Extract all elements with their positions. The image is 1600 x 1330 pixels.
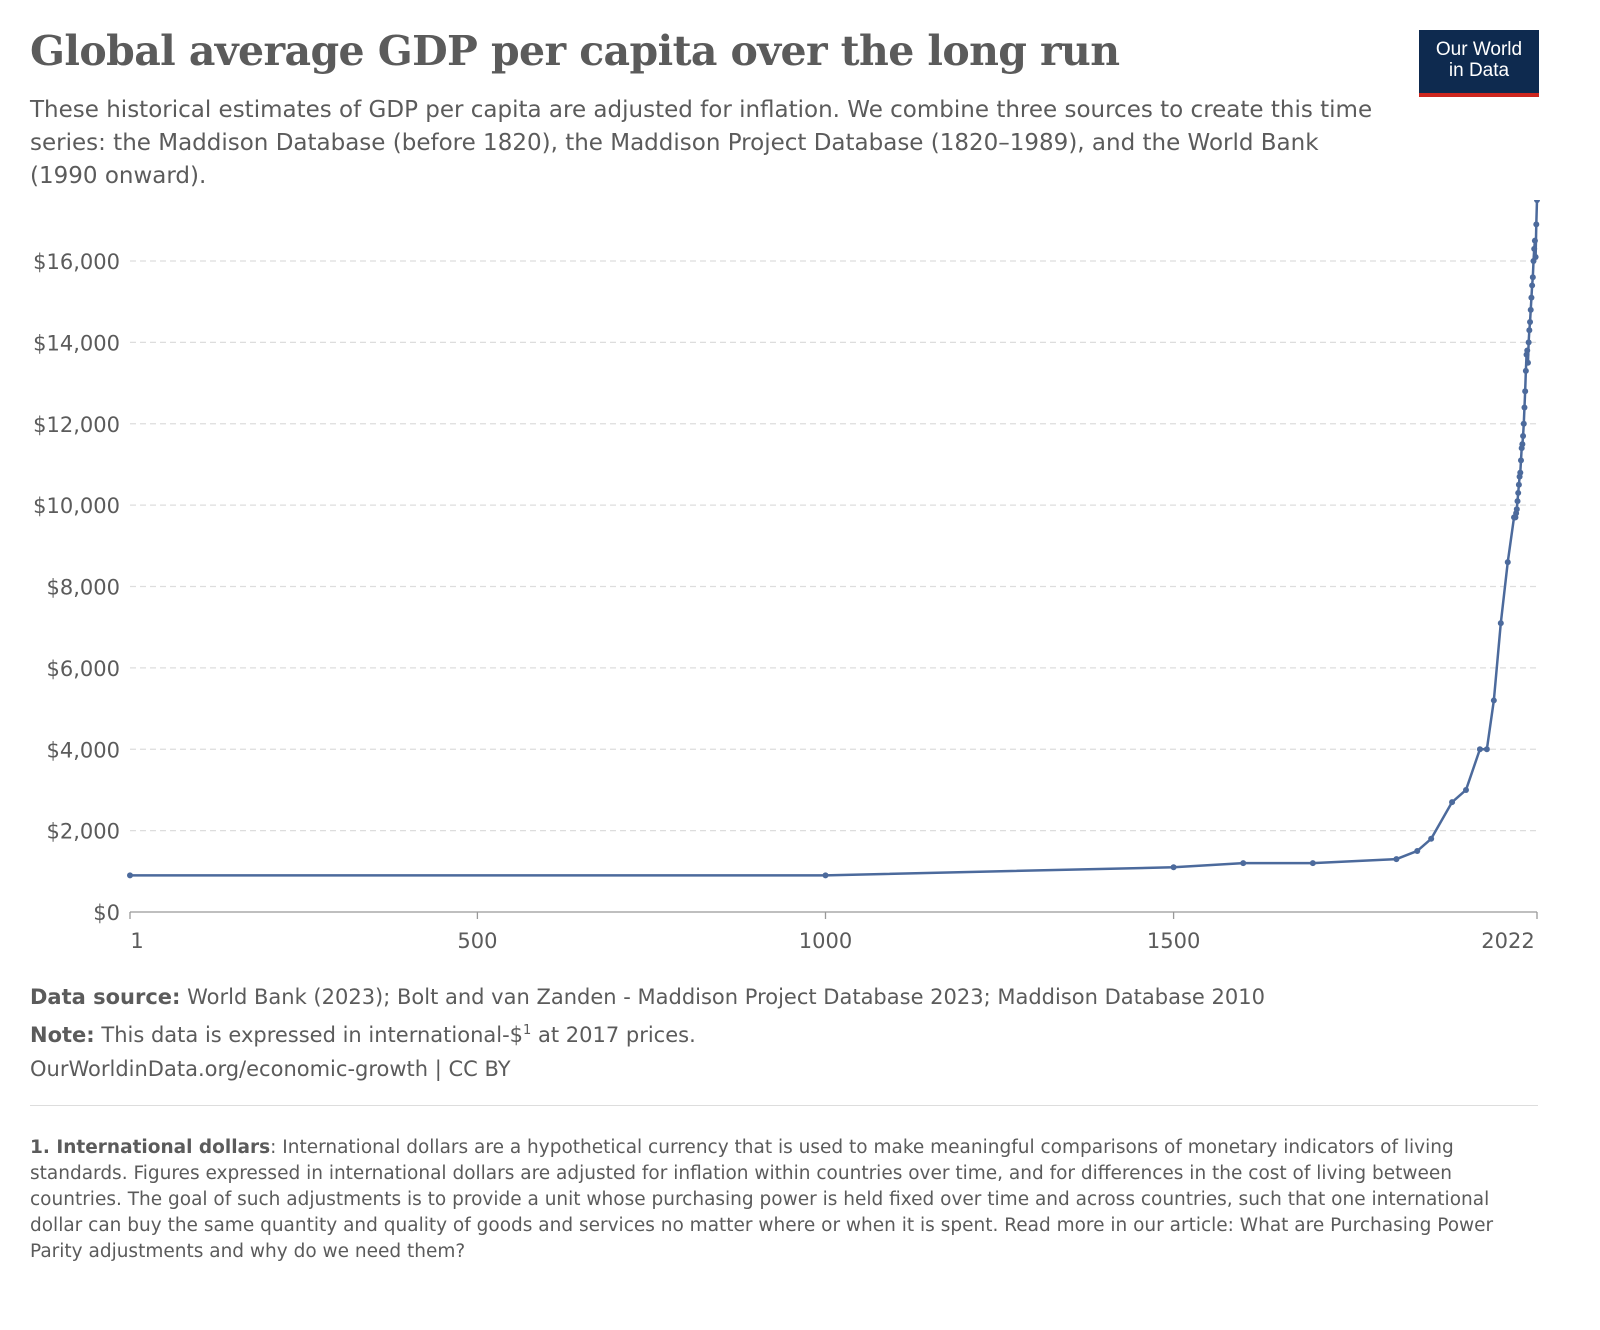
data-point [1522, 367, 1529, 374]
note-label: Note: [30, 1023, 95, 1047]
x-tick-label: 1 [130, 929, 143, 953]
license-text: | CC BY [428, 1057, 511, 1081]
y-tick-label: $8,000 [47, 576, 120, 600]
data-point [1517, 469, 1524, 476]
data-point [1533, 221, 1540, 228]
x-tick-label: 1500 [1147, 929, 1200, 953]
data-point [1393, 856, 1400, 863]
data-point [1428, 835, 1435, 842]
data-point [1531, 237, 1538, 244]
data-point [1522, 388, 1529, 395]
x-tick-label: 2022 [1481, 929, 1534, 953]
footnote-text: : International dollars are a hypothetic… [30, 1137, 1490, 1236]
footnote-article-link[interactable]: What are Purchasing Power Parity adjustm… [30, 1215, 1494, 1262]
data-point [1529, 274, 1536, 281]
y-tick-label: $16,000 [33, 250, 120, 274]
data-point [1240, 860, 1247, 867]
data-point [1513, 506, 1520, 513]
y-tick-label: $14,000 [33, 331, 120, 355]
data-point [1520, 432, 1527, 439]
data-point [1449, 799, 1456, 806]
data-point [1170, 864, 1177, 871]
y-tick-label: $10,000 [33, 494, 120, 518]
data-point [1532, 253, 1539, 260]
data-points [127, 200, 1540, 879]
data-point [1527, 306, 1534, 313]
data-point [1476, 746, 1483, 753]
data-point [1490, 697, 1497, 704]
data-point [1531, 245, 1538, 252]
data-point [1524, 359, 1531, 366]
line-chart: $0 $2,000 $4,000 $6,000 $8,000 $10,000 $12,000… [33, 200, 1540, 953]
data-point [822, 872, 829, 879]
note-line: Note: This data is expressed in internat… [30, 1014, 1530, 1052]
x-axis: 1 500 1000 1500 2022 [129, 911, 1538, 953]
data-source-line: Data source: World Bank (2023); Bolt and… [30, 980, 1530, 1014]
data-point [1521, 404, 1528, 411]
data-point [1520, 420, 1527, 427]
data-point [1527, 319, 1534, 326]
data-source-text: World Bank (2023); Bolt and van Zanden -… [187, 985, 1265, 1009]
data-source-label: Data source: [30, 985, 181, 1009]
data-point [1534, 200, 1540, 203]
data-point [1309, 860, 1316, 867]
y-tick-label: $4,000 [47, 738, 120, 762]
y-tick-label: $2,000 [47, 820, 120, 844]
data-point [1525, 339, 1532, 346]
data-point [127, 872, 133, 879]
y-tick-label: $0 [93, 901, 120, 925]
data-point [1497, 620, 1504, 627]
note-text-before: This data is expressed in international-… [101, 1023, 524, 1047]
chart-footer: Data source: World Bank (2023); Bolt and… [30, 980, 1530, 1086]
footnote: 1. International dollars: International … [30, 1135, 1530, 1265]
data-point [1515, 489, 1522, 496]
data-point [1504, 559, 1511, 566]
footnote-label: 1. International dollars [30, 1137, 271, 1158]
url-line: OurWorldinData.org/economic-growth | CC … [30, 1052, 1530, 1086]
y-tick-label: $12,000 [33, 413, 120, 437]
y-axis-tick-labels: $0 $2,000 $4,000 $6,000 $8,000 $10,000 $12,000… [33, 250, 120, 925]
data-point [1519, 441, 1526, 448]
logo-line-1: Our World [1435, 39, 1523, 60]
data-point [1524, 347, 1531, 354]
data-point [1526, 327, 1533, 334]
x-tick-label: 1000 [799, 929, 852, 953]
footer-divider [30, 1105, 1538, 1106]
grid-lines [130, 260, 1537, 832]
data-point [1515, 481, 1522, 488]
owid-logo[interactable]: Our World in Data [1419, 30, 1539, 97]
data-point [1528, 294, 1535, 301]
note-text-after: at 2017 prices. [531, 1023, 696, 1047]
note-footnote-ref[interactable]: 1 [523, 1023, 532, 1038]
data-point [1483, 746, 1490, 753]
series-line-group [130, 200, 1539, 877]
data-point [1462, 786, 1469, 793]
data-point [1514, 498, 1521, 505]
data-point [1414, 847, 1421, 854]
y-tick-label: $6,000 [47, 657, 120, 681]
chart-title: Global average GDP per capita over the l… [30, 27, 1120, 75]
data-point [1517, 457, 1524, 464]
source-url-link[interactable]: OurWorldinData.org/economic-growth [30, 1057, 429, 1081]
series-line [130, 200, 1539, 877]
x-tick-label: 500 [457, 929, 497, 953]
data-point [1529, 282, 1536, 289]
chart-subtitle: These historical estimates of GDP per ca… [30, 97, 1373, 189]
logo-line-2: in Data [1448, 60, 1510, 81]
